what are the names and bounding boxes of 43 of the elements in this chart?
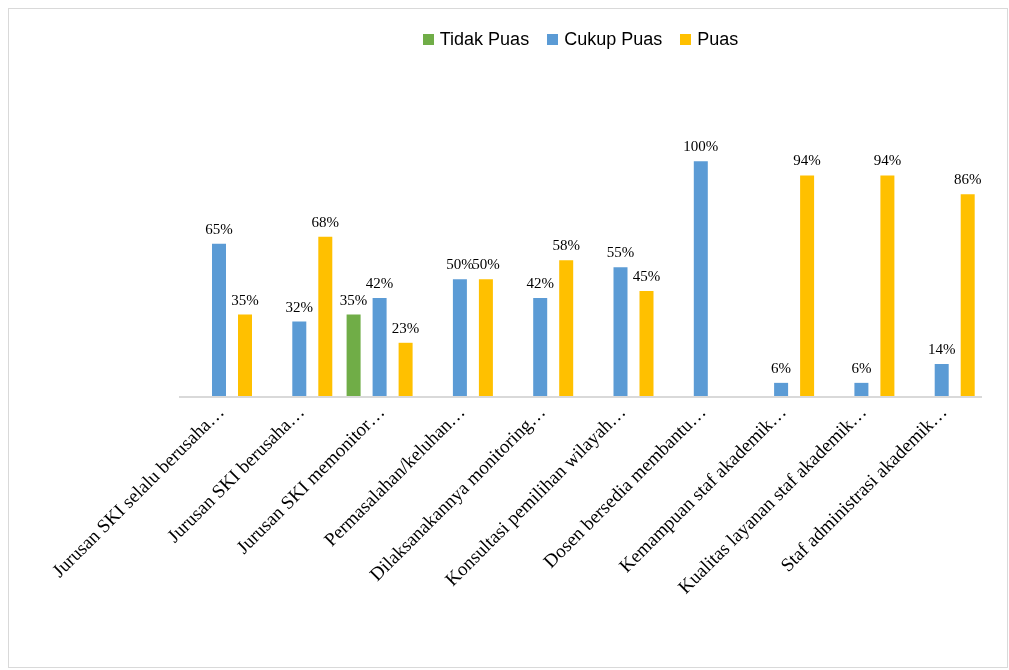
bar: [880, 175, 895, 397]
bar: [693, 161, 708, 397]
bar: [452, 279, 467, 397]
bar: [372, 298, 387, 397]
data-label: 94%: [873, 152, 902, 169]
data-label: 55%: [606, 244, 635, 261]
data-label: 23%: [391, 319, 420, 336]
data-label: 42%: [365, 275, 394, 291]
bar: [318, 236, 333, 397]
bar: [613, 267, 628, 397]
bar: [774, 382, 789, 397]
bar: [934, 364, 949, 397]
data-label: 35%: [339, 291, 368, 308]
data-label: 35%: [231, 291, 259, 308]
data-label: 6%: [851, 359, 872, 376]
data-label: 14%: [927, 341, 956, 357]
data-label: 68%: [311, 213, 340, 230]
bar: [960, 194, 975, 397]
data-label: 50%: [446, 256, 474, 273]
bar: [639, 290, 654, 397]
bar: [559, 260, 574, 397]
legend-label: Cukup Puas: [564, 29, 663, 50]
legend-label: Puas: [697, 29, 739, 50]
bar: [346, 314, 361, 397]
data-label: 50%: [472, 256, 500, 273]
data-label: 100%: [683, 138, 719, 155]
data-label: 6%: [771, 359, 792, 376]
bar: [212, 243, 226, 397]
bar: [238, 314, 252, 397]
bar: [854, 382, 869, 397]
data-label: 45%: [632, 267, 661, 284]
bar: [292, 321, 307, 397]
bar: [533, 298, 548, 397]
bar: [398, 342, 413, 397]
data-label: 32%: [285, 298, 314, 315]
data-label: 65%: [205, 220, 233, 237]
data-label: 86%: [953, 171, 982, 188]
data-label: 58%: [552, 237, 580, 254]
data-label: 42%: [526, 275, 554, 291]
bar: [478, 279, 493, 397]
data-label: 94%: [793, 152, 821, 169]
bar: [800, 175, 815, 397]
legend-label: Tidak Puas: [439, 29, 530, 50]
